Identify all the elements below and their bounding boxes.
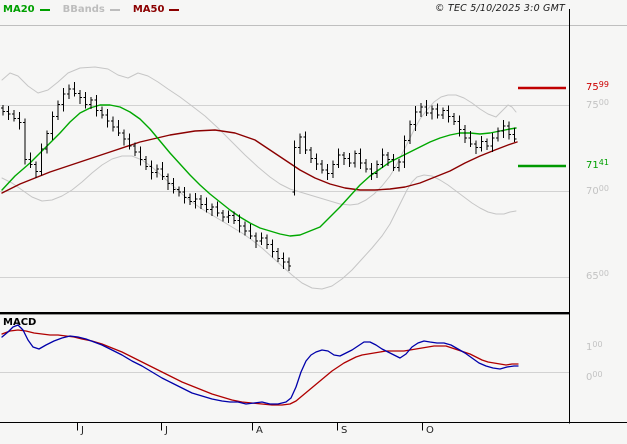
ohlc-bars	[1, 82, 517, 271]
month-axis-label: O	[426, 425, 434, 436]
legend-item-ma50: MA50	[133, 4, 180, 15]
panel-separator	[0, 312, 570, 315]
legend-swatch-line	[169, 8, 180, 11]
legend-item-ma20: MA20	[3, 4, 50, 15]
legend-swatch-line	[109, 8, 120, 11]
macd-panel-label: MACD	[3, 317, 37, 328]
macd-signal-line	[1, 329, 519, 406]
price-axis-label: 100	[586, 340, 603, 353]
price-axis-label: 6500	[586, 269, 609, 282]
legend-label: MA50	[132, 4, 165, 15]
legend-swatch-line	[39, 8, 50, 11]
price-axis-label: 000	[586, 370, 603, 383]
ma50-line	[1, 129, 518, 194]
price-axis-label: 7500	[586, 98, 609, 111]
month-axis-label: J	[165, 425, 168, 436]
price-axis-label: 7000	[586, 184, 609, 197]
price-axis-label: 7599	[586, 80, 609, 93]
macd-line	[1, 324, 519, 405]
legend-label: MA20	[3, 4, 35, 15]
month-axis-label: A	[256, 425, 263, 436]
price-axis-label: 7141	[586, 158, 609, 171]
chart-legend: MA20 BBands MA50	[3, 4, 192, 15]
ma20-line	[1, 104, 517, 237]
copyright-text: © TEC 5/10/2025 3:0 GMT	[435, 3, 565, 14]
bollinger-lower-line	[1, 155, 517, 290]
legend-item-bbands: BBands	[63, 4, 120, 15]
month-axis-label: S	[341, 425, 348, 436]
bollinger-upper-line	[1, 66, 517, 206]
month-axis-label: J	[81, 425, 84, 436]
legend-label: BBands	[62, 4, 105, 15]
